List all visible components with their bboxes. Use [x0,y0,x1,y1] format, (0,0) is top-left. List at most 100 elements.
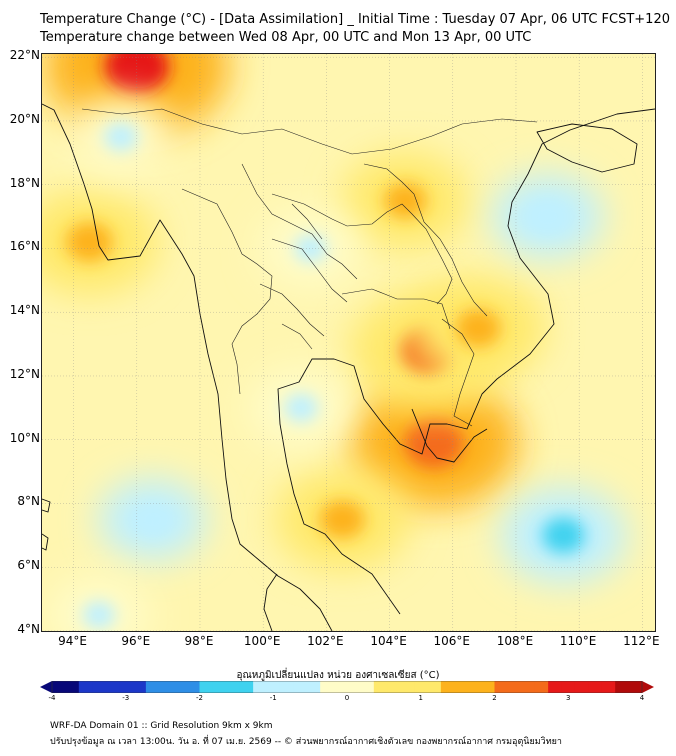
colorbar-segment [347,681,361,693]
field-core-gulf-tonkin-cool [529,201,566,232]
colorbar-tick-label: -1 [269,694,277,702]
colorbar-segment [199,681,214,693]
latitude-label: 10°N [9,430,40,445]
border-laos-vietnam [363,163,488,317]
colorbar-segment [588,681,603,693]
colorbar-outline [51,681,643,693]
colorbar-segment [387,681,402,693]
longitude-label: 96°E [121,634,151,648]
field-core-south-china-sea-cool [542,517,585,554]
colorbar-segment [65,681,80,693]
longitude-label: 106°E [433,634,471,648]
border-thailand-cambodia [341,288,451,330]
colorbar-tick-label: -3 [122,694,130,702]
colorbar-segment [601,681,616,693]
field-core-southern-vietnam-hot [404,417,464,468]
coastlines [42,103,655,631]
colorbar-segment [628,681,643,693]
colorbar-segment [400,681,415,693]
field-core-gulf-thailand-warm [319,500,365,539]
chart-title: Temperature Change (°C) - [Data Assimila… [40,12,670,27]
colorbar-tick-label: -4 [48,694,56,702]
border-thailand-laos [271,193,453,305]
colorbar-segment [521,681,536,693]
colorbar-segment [360,681,375,693]
coastline-mainland [42,103,655,631]
border-myanmar-thailand [181,188,273,395]
colorbar-segment [615,681,630,693]
colorbar-segment [320,681,335,693]
colorbar-segment [119,681,133,693]
latitude-label: 12°N [9,366,40,381]
field-core-south-andaman-cool [82,601,116,629]
colorbar-title: อุณหภูมิเปลี่ยนแปลง หน่วย องศาเซลเซียส (… [236,670,440,681]
colorbar-segment [145,681,160,693]
border-cambodia-vietnam [441,318,475,427]
colorbar-segment [467,681,482,693]
field-core-northern-myanmar-cool [104,122,138,152]
longitude-label: 94°E [58,634,88,648]
colorbar-segment [186,681,200,693]
colorbar-segment [52,681,66,693]
footer-credit: ปรับปรุงข้อมูล ณ เวลา 13:00น. วัน อ. ที่… [50,737,562,747]
colorbar-segment [427,681,442,693]
colorbar-segment [306,681,321,693]
longitude-label: 104°E [370,634,407,648]
colorbar-segment [226,681,241,693]
longitude-label: 102°E [307,634,344,648]
field-core-northern-myanmar-hot [104,54,170,95]
longitude-label: 110°E [559,634,597,648]
border-thai-provinces [241,163,358,350]
map-svg [42,54,655,631]
colorbar-segment [92,681,107,693]
colorbar-segment [159,681,174,693]
colorbar-tick-label: 1 [418,694,423,702]
coastline-hainan [536,123,638,173]
colorbar-segment [548,681,563,693]
colorbar-segment [333,681,348,693]
colorbar-min-arrow [40,681,52,693]
colorbar-segment [78,681,93,693]
colorbar-tick-label: 4 [639,694,645,702]
field-core-laos-warm [384,182,427,219]
colorbar [40,681,654,693]
colorbar-segment [373,681,388,693]
border-china [81,108,538,155]
colorbar-segment [239,681,254,693]
colorbar-segment [440,681,455,693]
colorbar-tick-label: 2 [492,694,497,702]
graticule [42,54,655,631]
colorbar-segment [279,681,294,693]
colorbar-max-arrow [642,681,654,693]
colorbar-tick-label: -2 [196,694,203,702]
latitude-label: 16°N [9,239,40,254]
chart-subtitle: Temperature change between Wed 08 Apr, 0… [40,30,532,45]
colorbar-segment [293,681,308,693]
colorbar-segment [574,681,589,693]
colorbar-segment [105,681,120,693]
admin-borders [81,108,538,427]
latitude-label: 6°N [17,558,40,573]
longitude-label: 108°E [496,634,534,648]
field-core-central-thailand-cool [284,393,319,423]
footer-model-info: WRF-DA Domain 01 :: Grid Resolution 9km … [50,721,273,731]
colorbar-tick-label: 3 [566,694,571,702]
colorbar-segment [534,681,549,693]
colorbar-segment [414,681,428,693]
map-panel[interactable] [41,53,656,632]
field-core-myanmar-west-warm [66,222,113,262]
latitude-label: 20°N [9,111,40,126]
longitude-label: 112°E [623,634,660,648]
field-core-isan-cool [294,234,327,263]
field-core-central-vietnam-warm [455,309,501,348]
latitude-label: 14°N [9,303,40,318]
colorbar-tick-label: 0 [344,694,350,702]
colorbar-segment [132,681,147,693]
colorbar-segment [561,681,576,693]
latitude-label: 4°N [17,622,40,636]
coastline-mekong-delta [411,408,488,463]
colorbar-segment [507,681,522,693]
longitude-label: 98°E [184,634,214,648]
colorbar-segment [266,681,281,693]
coastline-malay-peninsula [263,573,278,631]
